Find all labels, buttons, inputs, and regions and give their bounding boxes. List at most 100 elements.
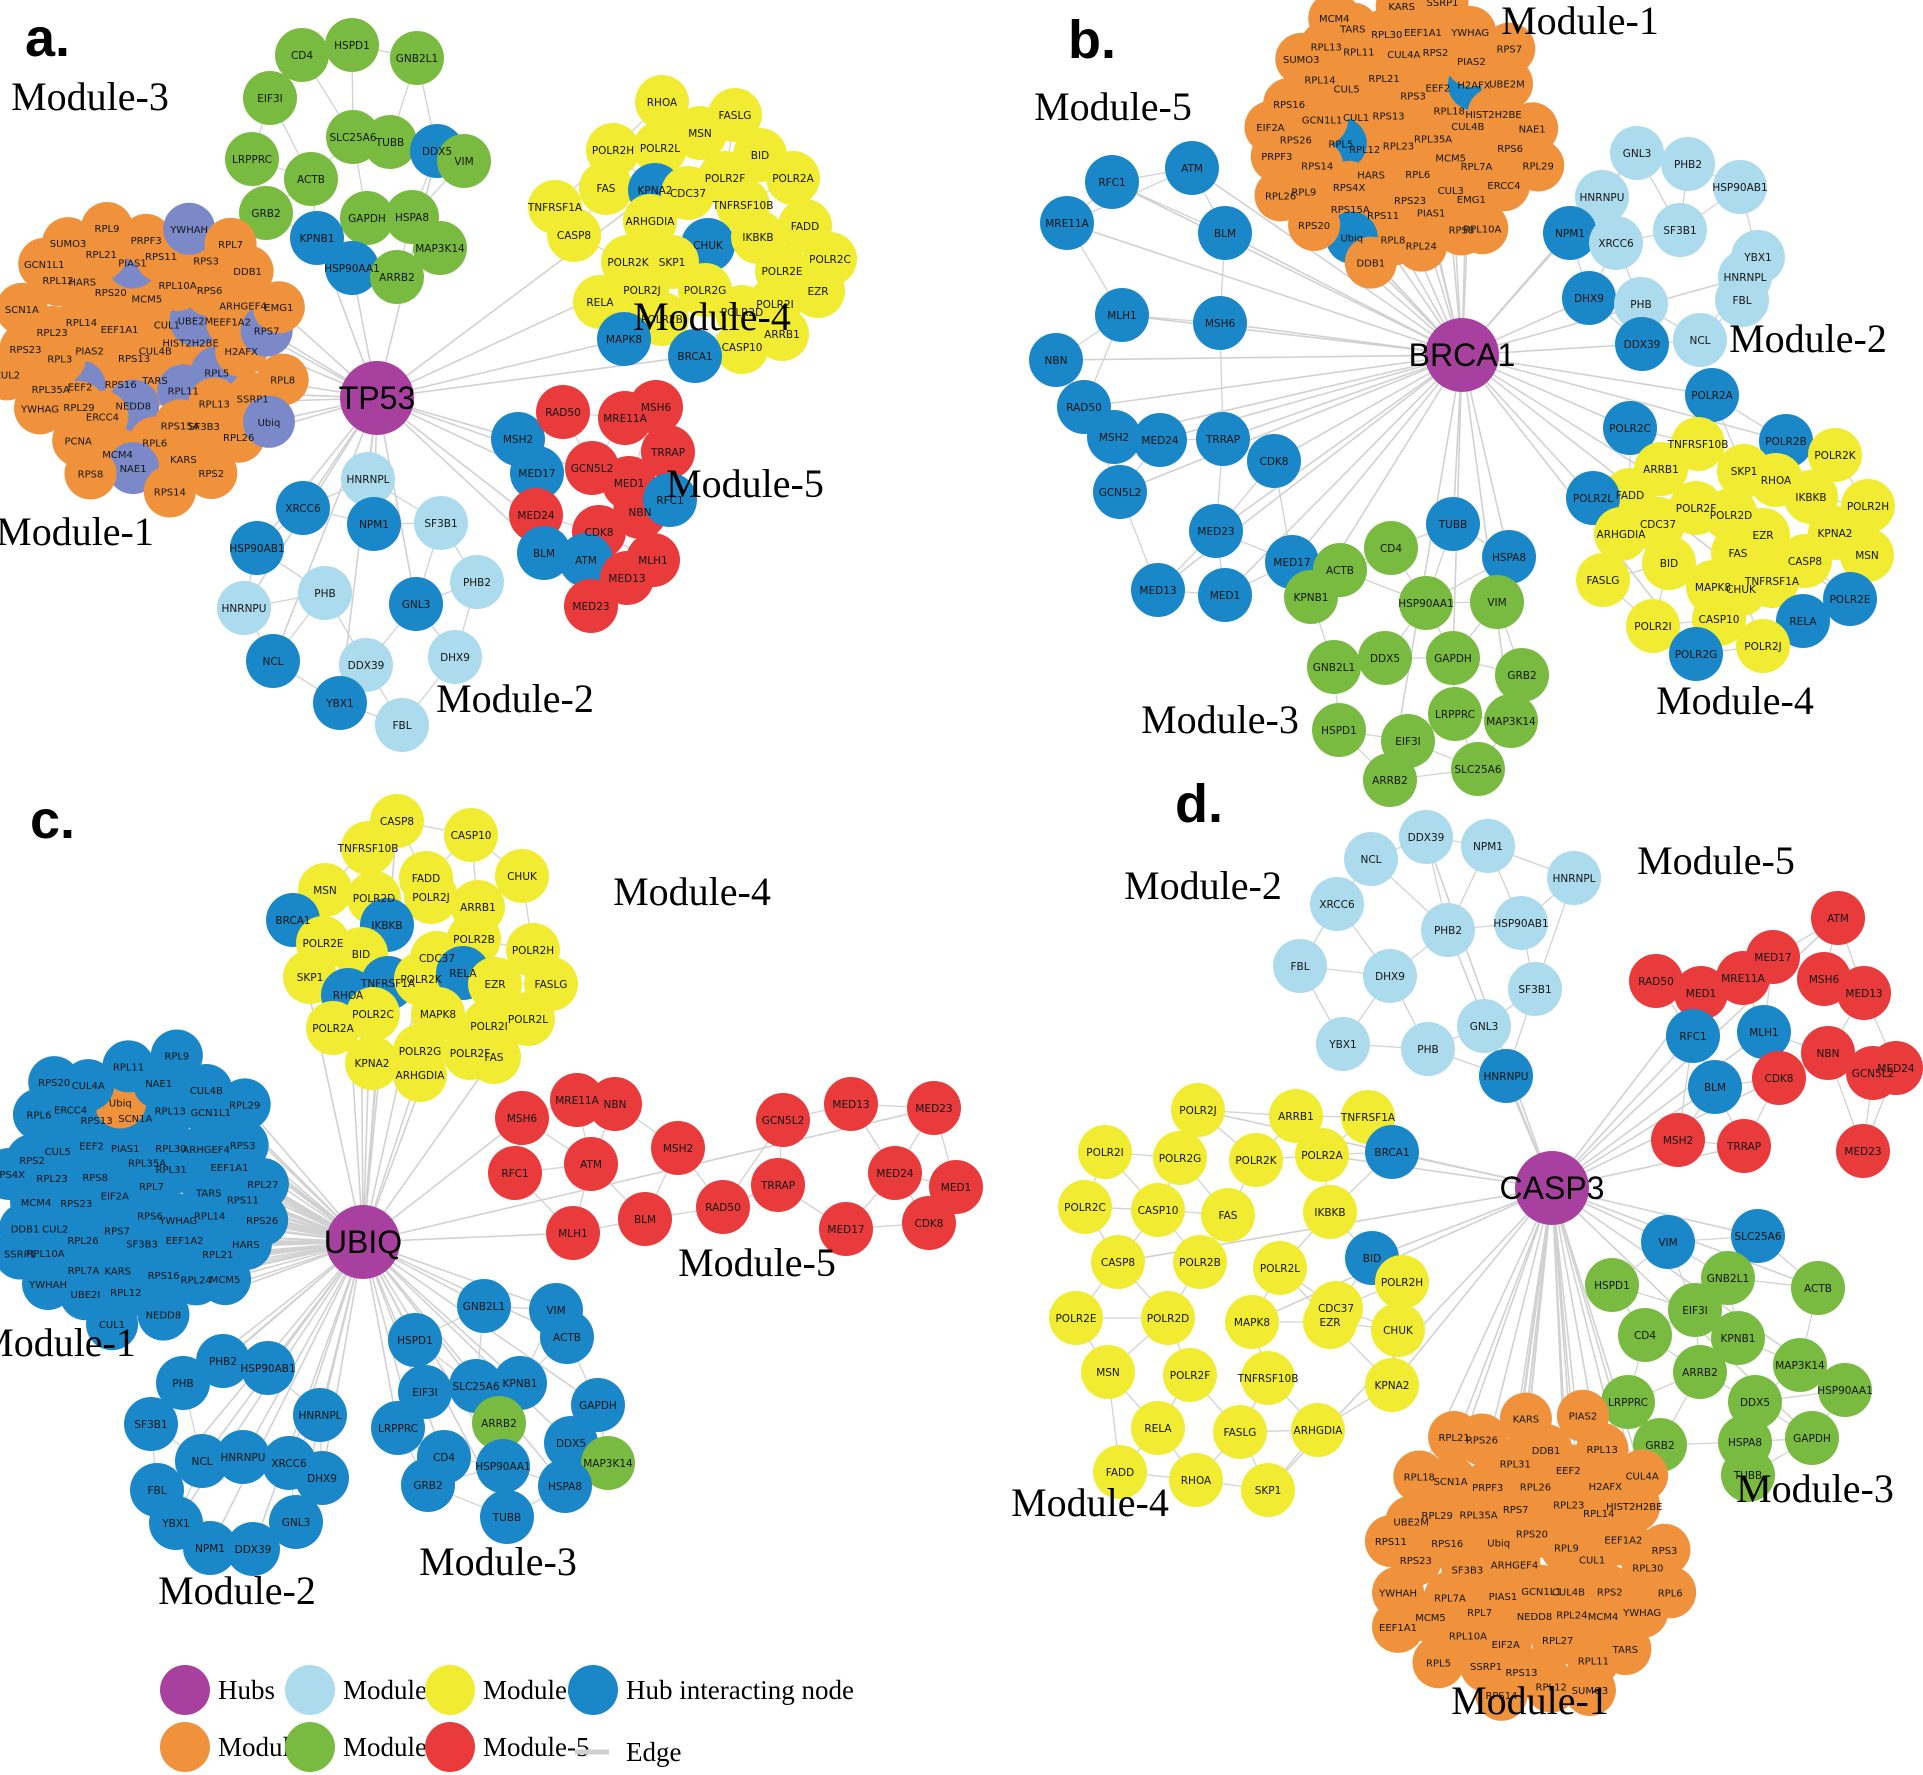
node-d-polr2b	[1173, 1235, 1227, 1289]
cluster-label-a-module-4: Module-4	[633, 294, 791, 339]
node-c-rpl27	[236, 1158, 289, 1211]
node-c-dhx9	[295, 1451, 349, 1505]
node-b-med23	[1189, 504, 1243, 558]
node-b-sf3b1	[1653, 203, 1707, 257]
node-b-phb	[1614, 277, 1668, 331]
node-d-cd4	[1618, 1308, 1672, 1362]
node-d-polr2j	[1171, 1083, 1225, 1137]
node-d-eef1a1	[1372, 1600, 1425, 1653]
node-d-cdc37	[1309, 1281, 1363, 1335]
node-a-gnb2l1	[390, 31, 444, 85]
node-a-polr2l	[633, 121, 687, 175]
node-c-rps26	[236, 1194, 289, 1247]
node-d-msn	[1081, 1345, 1135, 1399]
hub-edge	[1461, 354, 1787, 442]
node-b-hnrnpu	[1575, 170, 1629, 224]
node-d-hnrnpu	[1479, 1049, 1533, 1103]
node-a-gcn1l1	[18, 237, 71, 290]
node-a-hnrnpu	[217, 581, 271, 635]
node-a-trrap	[641, 425, 695, 479]
cluster-label-c-module-5: Module-5	[678, 1240, 836, 1285]
legend-label-hub-interacting-node: Hub interacting node	[626, 1675, 854, 1705]
node-a-grb2	[239, 186, 293, 240]
cluster-label-b-module-5: Module-5	[1034, 84, 1192, 129]
node-d-mapk8	[1225, 1295, 1279, 1349]
node-c-tubb	[480, 1490, 534, 1544]
node-c-mlh1	[546, 1206, 600, 1260]
node-b-vim	[1470, 575, 1524, 629]
node-d-sumo3	[1563, 1664, 1616, 1717]
node-c-cul1	[86, 1298, 139, 1351]
node-b-fbl	[1715, 273, 1769, 327]
cluster-label-a-module-1: Module-1	[0, 509, 154, 554]
node-d-trrap	[1717, 1119, 1771, 1173]
node-c-rpl9	[150, 1029, 203, 1082]
hub-edge	[1055, 354, 1463, 361]
node-d-polr2h	[1375, 1255, 1429, 1309]
node-b-msn	[1840, 528, 1894, 582]
node-d-pias2	[1556, 1389, 1609, 1442]
node-a-rfc1	[643, 473, 697, 527]
node-a-vim	[437, 134, 491, 188]
node-b-gnb2l1	[1307, 640, 1361, 694]
node-a-cul2	[0, 348, 34, 401]
node-c-fas	[467, 1030, 521, 1084]
node-b-lrpprc	[1428, 687, 1482, 741]
hub-edge	[1391, 1187, 1553, 1386]
node-b-rpl10a	[1456, 202, 1509, 255]
hub-node-tp53	[340, 361, 414, 435]
node-d-eif3i	[1668, 1283, 1722, 1337]
node-a-ywhah	[163, 202, 216, 255]
cluster-label-d-module-2: Module-2	[1124, 863, 1282, 908]
node-b-msh2	[1087, 410, 1141, 464]
hub-node-brca1	[1425, 318, 1499, 392]
node-d-tars	[1599, 1623, 1652, 1676]
legend-swatch-module-4	[425, 1665, 475, 1715]
node-d-tubb	[1721, 1448, 1775, 1502]
node-b-hsp90ab1	[1713, 160, 1767, 214]
node-b-gapdh	[1426, 631, 1480, 685]
legend-swatch-module-1	[160, 1722, 210, 1772]
node-c-rpl29	[218, 1078, 271, 1131]
node-d-msh2	[1651, 1113, 1705, 1167]
node-d-fas	[1201, 1188, 1255, 1242]
node-c-actb	[540, 1310, 594, 1364]
cluster-label-c-module-4: Module-4	[613, 869, 771, 914]
node-c-polr2l	[501, 992, 555, 1046]
node-c-hsp90ab1	[241, 1341, 295, 1395]
node-d-rpl12	[1525, 1660, 1578, 1713]
node-d-polr2g	[1153, 1131, 1207, 1185]
node-b-map3k14	[1484, 694, 1538, 748]
node-a-brca1	[668, 329, 722, 383]
node-a-gnl3	[389, 577, 443, 631]
node-b-rpl24	[1395, 219, 1448, 272]
node-a-rps14	[143, 465, 196, 518]
node-b-slc25a6	[1451, 742, 1505, 796]
node-d-polr2l	[1253, 1241, 1307, 1295]
node-d-dhx9	[1363, 949, 1417, 1003]
node-b-ddx39	[1615, 317, 1669, 371]
node-d-atm	[1811, 891, 1865, 945]
node-b-rps20	[1288, 198, 1341, 251]
node-d-med13	[1837, 966, 1891, 1020]
node-b-eif2a	[1244, 101, 1297, 154]
node-d-mre11a	[1716, 951, 1770, 1005]
node-a-actb	[284, 152, 338, 206]
node-a-map3k14	[413, 221, 467, 275]
node-a-ezr	[791, 264, 845, 318]
node-b-rps7	[1483, 22, 1536, 75]
node-d-sf3b1	[1508, 962, 1562, 1016]
node-d-fadd	[1093, 1445, 1147, 1499]
node-d-polr2d	[1141, 1291, 1195, 1345]
node-d-gnl3	[1457, 999, 1511, 1053]
node-d-chuk	[1371, 1303, 1425, 1357]
node-b-msh6	[1193, 296, 1247, 350]
node-d-polr2k	[1229, 1133, 1283, 1187]
node-a-fbl	[375, 698, 429, 752]
node-c-hspd1	[388, 1313, 442, 1367]
node-b-nbn	[1029, 333, 1083, 387]
node-a-ncl	[246, 634, 300, 688]
hub-edge	[1066, 222, 1463, 356]
legend-swatch-module-3	[285, 1722, 335, 1772]
